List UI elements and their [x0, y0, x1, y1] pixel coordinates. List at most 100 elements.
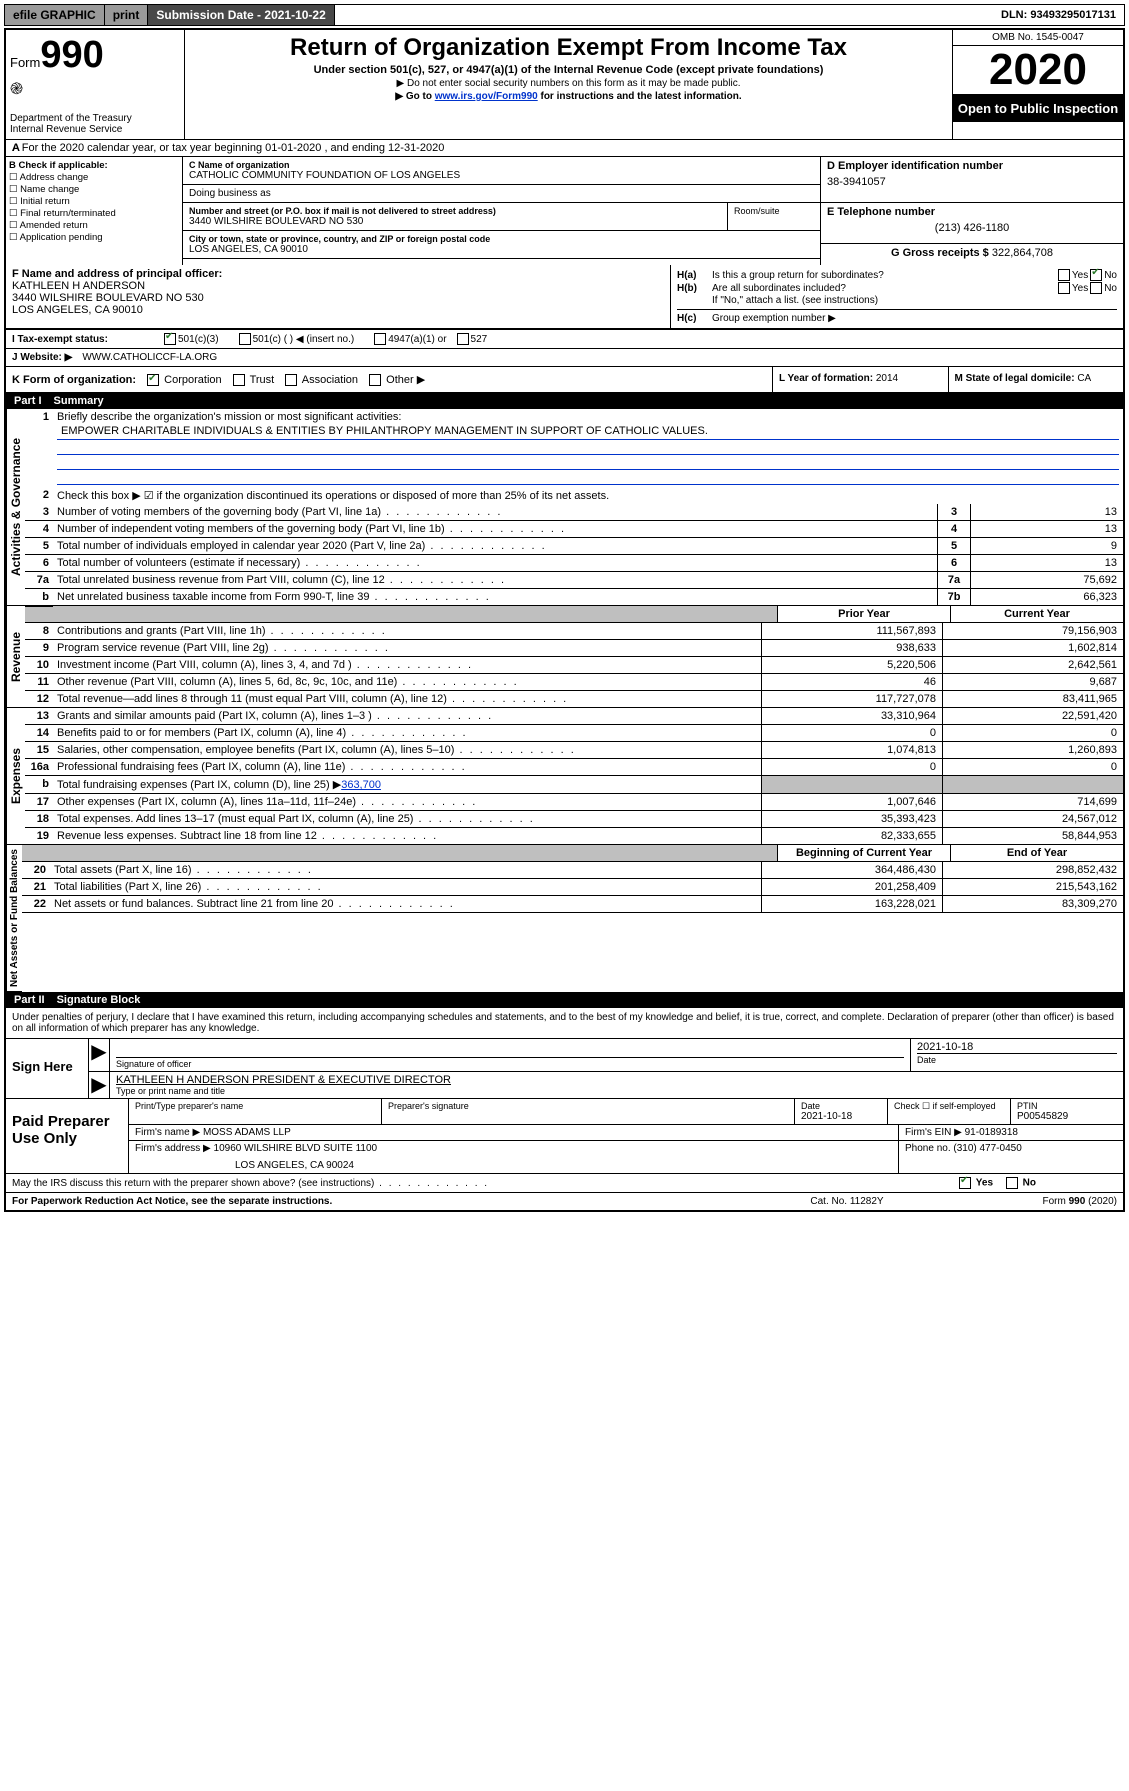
submission-date-label: Submission Date - 2021-10-22: [148, 5, 334, 25]
form-note-2: ▶ Go to www.irs.gov/Form990 for instruct…: [189, 91, 948, 102]
preparer-date-label: Date: [801, 1101, 881, 1111]
current-year-head: Current Year: [950, 606, 1123, 622]
chk-initial-return[interactable]: Initial return: [9, 196, 179, 207]
instructions-link[interactable]: www.irs.gov/Form990: [435, 91, 538, 102]
chk-other[interactable]: [369, 374, 381, 386]
open-public-badge: Open to Public Inspection: [953, 95, 1123, 122]
mission-text: EMPOWER CHARITABLE INDIVIDUALS & ENTITIE…: [57, 425, 1119, 440]
hb-no-checkbox[interactable]: [1090, 282, 1102, 294]
officer-print-name: KATHLEEN H ANDERSON PRESIDENT & EXECUTIV…: [116, 1074, 1117, 1086]
omb-number: OMB No. 1545-0047: [953, 30, 1123, 46]
governance-tab: Activities & Governance: [6, 409, 25, 606]
gov-line-4: 4 Number of independent voting members o…: [25, 521, 1123, 538]
website-value: WWW.CATHOLICCF-LA.ORG: [82, 352, 217, 363]
form-title-block: Return of Organization Exempt From Incom…: [185, 30, 952, 139]
chk-trust[interactable]: [233, 374, 245, 386]
section-h: H(a) Is this a group return for subordin…: [671, 265, 1123, 328]
state-domicile: CA: [1077, 373, 1091, 384]
hb-note: If "No," attach a list. (see instruction…: [712, 295, 878, 306]
section-m: M State of legal domicile: CA: [949, 367, 1124, 392]
officer-label: F Name and address of principal officer:: [12, 268, 664, 280]
part2-label: Part II: [14, 994, 57, 1006]
chk-501c[interactable]: [239, 333, 251, 345]
city-state-zip: LOS ANGELES, CA 90010: [189, 244, 814, 255]
top-toolbar: efile GRAPHIC print Submission Date - 20…: [4, 4, 1125, 26]
phone-value: (213) 426-1180: [827, 222, 1117, 234]
begin-year-head: Beginning of Current Year: [777, 845, 950, 861]
line-13: 13 Grants and similar amounts paid (Part…: [25, 708, 1123, 725]
dln-label: DLN: 93493295017131: [993, 6, 1124, 24]
officer-name: KATHLEEN H ANDERSON: [12, 280, 664, 292]
part2-header: Part II Signature Block: [6, 992, 1123, 1008]
firm-name-label: Firm's name ▶: [135, 1127, 200, 1138]
ha-yes-checkbox[interactable]: [1058, 269, 1070, 281]
form-container: Form990 ֎ Department of the Treasury Int…: [4, 28, 1125, 1212]
section-j: J Website: ▶ WWW.CATHOLICCF-LA.ORG: [6, 349, 1123, 367]
revenue-section: Revenue Prior Year Current Year 8 Contri…: [6, 606, 1123, 708]
discuss-yes-checkbox[interactable]: [959, 1177, 971, 1189]
chk-application-pending[interactable]: Application pending: [9, 232, 179, 243]
tax-year: 2020: [953, 46, 1123, 95]
chk-amended-return[interactable]: Amended return: [9, 220, 179, 231]
preparer-name-label: Print/Type preparer's name: [135, 1101, 375, 1111]
line-18: 18 Total expenses. Add lines 13–17 (must…: [25, 811, 1123, 828]
b-label: B Check if applicable:: [9, 160, 179, 171]
hb-text: Are all subordinates included?: [712, 283, 1056, 294]
line-12: 12 Total revenue—add lines 8 through 11 …: [25, 691, 1123, 708]
officer-addr2: LOS ANGELES, CA 90010: [12, 304, 664, 316]
arrow-icon: ▶: [89, 1072, 110, 1098]
discuss-no-checkbox[interactable]: [1006, 1177, 1018, 1189]
signature-block: Sign Here ▶ Signature of officer 2021-10…: [6, 1038, 1123, 1099]
line-19: 19 Revenue less expenses. Subtract line …: [25, 828, 1123, 845]
ha-label: H(a): [677, 270, 712, 281]
hc-label: H(c): [677, 313, 712, 324]
chk-501c3[interactable]: [164, 333, 176, 345]
chk-corporation[interactable]: [147, 374, 159, 386]
room-suite-label: Room/suite: [728, 203, 820, 230]
chk-association[interactable]: [285, 374, 297, 386]
prior-year-head: Prior Year: [777, 606, 950, 622]
line-a: AA For the 2020 calendar year, or tax ye…: [6, 140, 1123, 157]
section-de: D Employer identification number 38-3941…: [820, 157, 1123, 265]
sig-officer-label: Signature of officer: [116, 1057, 904, 1069]
officer-addr1: 3440 WILSHIRE BOULEVARD NO 530: [12, 292, 664, 304]
paid-preparer-block: Paid Preparer Use Only Print/Type prepar…: [6, 1099, 1123, 1174]
chk-527[interactable]: [457, 333, 469, 345]
revenue-tab: Revenue: [6, 606, 25, 708]
self-employed-check[interactable]: Check ☐ if self-employed: [888, 1099, 1011, 1124]
org-name-label: C Name of organization: [189, 160, 814, 170]
ha-no-checkbox[interactable]: [1090, 269, 1102, 281]
firm-addr-1: 10960 WILSHIRE BLVD SUITE 1100: [214, 1143, 378, 1154]
paid-preparer-label: Paid Preparer Use Only: [6, 1099, 129, 1173]
gross-receipts-label: G Gross receipts $: [891, 247, 992, 259]
expenses-section: Expenses 13 Grants and similar amounts p…: [6, 708, 1123, 845]
hb-label: H(b): [677, 283, 712, 294]
firm-phone-value: (310) 477-0450: [953, 1143, 1021, 1154]
line-16a: 16a Professional fundraising fees (Part …: [25, 759, 1123, 776]
chk-final-return[interactable]: Final return/terminated: [9, 208, 179, 219]
line-22: 22 Net assets or fund balances. Subtract…: [22, 896, 1123, 913]
tax-exempt-label: I Tax-exempt status:: [12, 334, 162, 345]
expenses-tab: Expenses: [6, 708, 25, 845]
hb-yes-checkbox[interactable]: [1058, 282, 1070, 294]
chk-name-change[interactable]: Name change: [9, 184, 179, 195]
arrow-icon: ▶: [89, 1039, 110, 1071]
line-16b-text: Total fundraising expenses (Part IX, col…: [57, 779, 341, 791]
preparer-date-value: 2021-10-18: [801, 1111, 881, 1122]
mission-label: Briefly describe the organization's miss…: [57, 411, 401, 423]
section-f: F Name and address of principal officer:…: [6, 265, 671, 328]
sig-date-value: 2021-10-18: [917, 1041, 1117, 1053]
line-17: 17 Other expenses (Part IX, column (A), …: [25, 794, 1123, 811]
year-block: OMB No. 1545-0047 2020 Open to Public In…: [952, 30, 1123, 139]
perjury-text: Under penalties of perjury, I declare th…: [6, 1008, 1123, 1038]
firm-addr-label: Firm's address ▶: [135, 1143, 211, 1154]
chk-4947[interactable]: [374, 333, 386, 345]
form-number: 990: [40, 34, 103, 76]
chk-address-change[interactable]: Address change: [9, 172, 179, 183]
ein-value: 38-3941057: [827, 176, 1117, 188]
efile-button[interactable]: efile GRAPHIC: [5, 5, 105, 25]
print-button[interactable]: print: [105, 5, 149, 25]
gov-line-3: 3 Number of voting members of the govern…: [25, 504, 1123, 521]
street-address: 3440 WILSHIRE BOULEVARD NO 530: [189, 216, 721, 227]
section-l: L Year of formation: 2014: [773, 367, 949, 392]
